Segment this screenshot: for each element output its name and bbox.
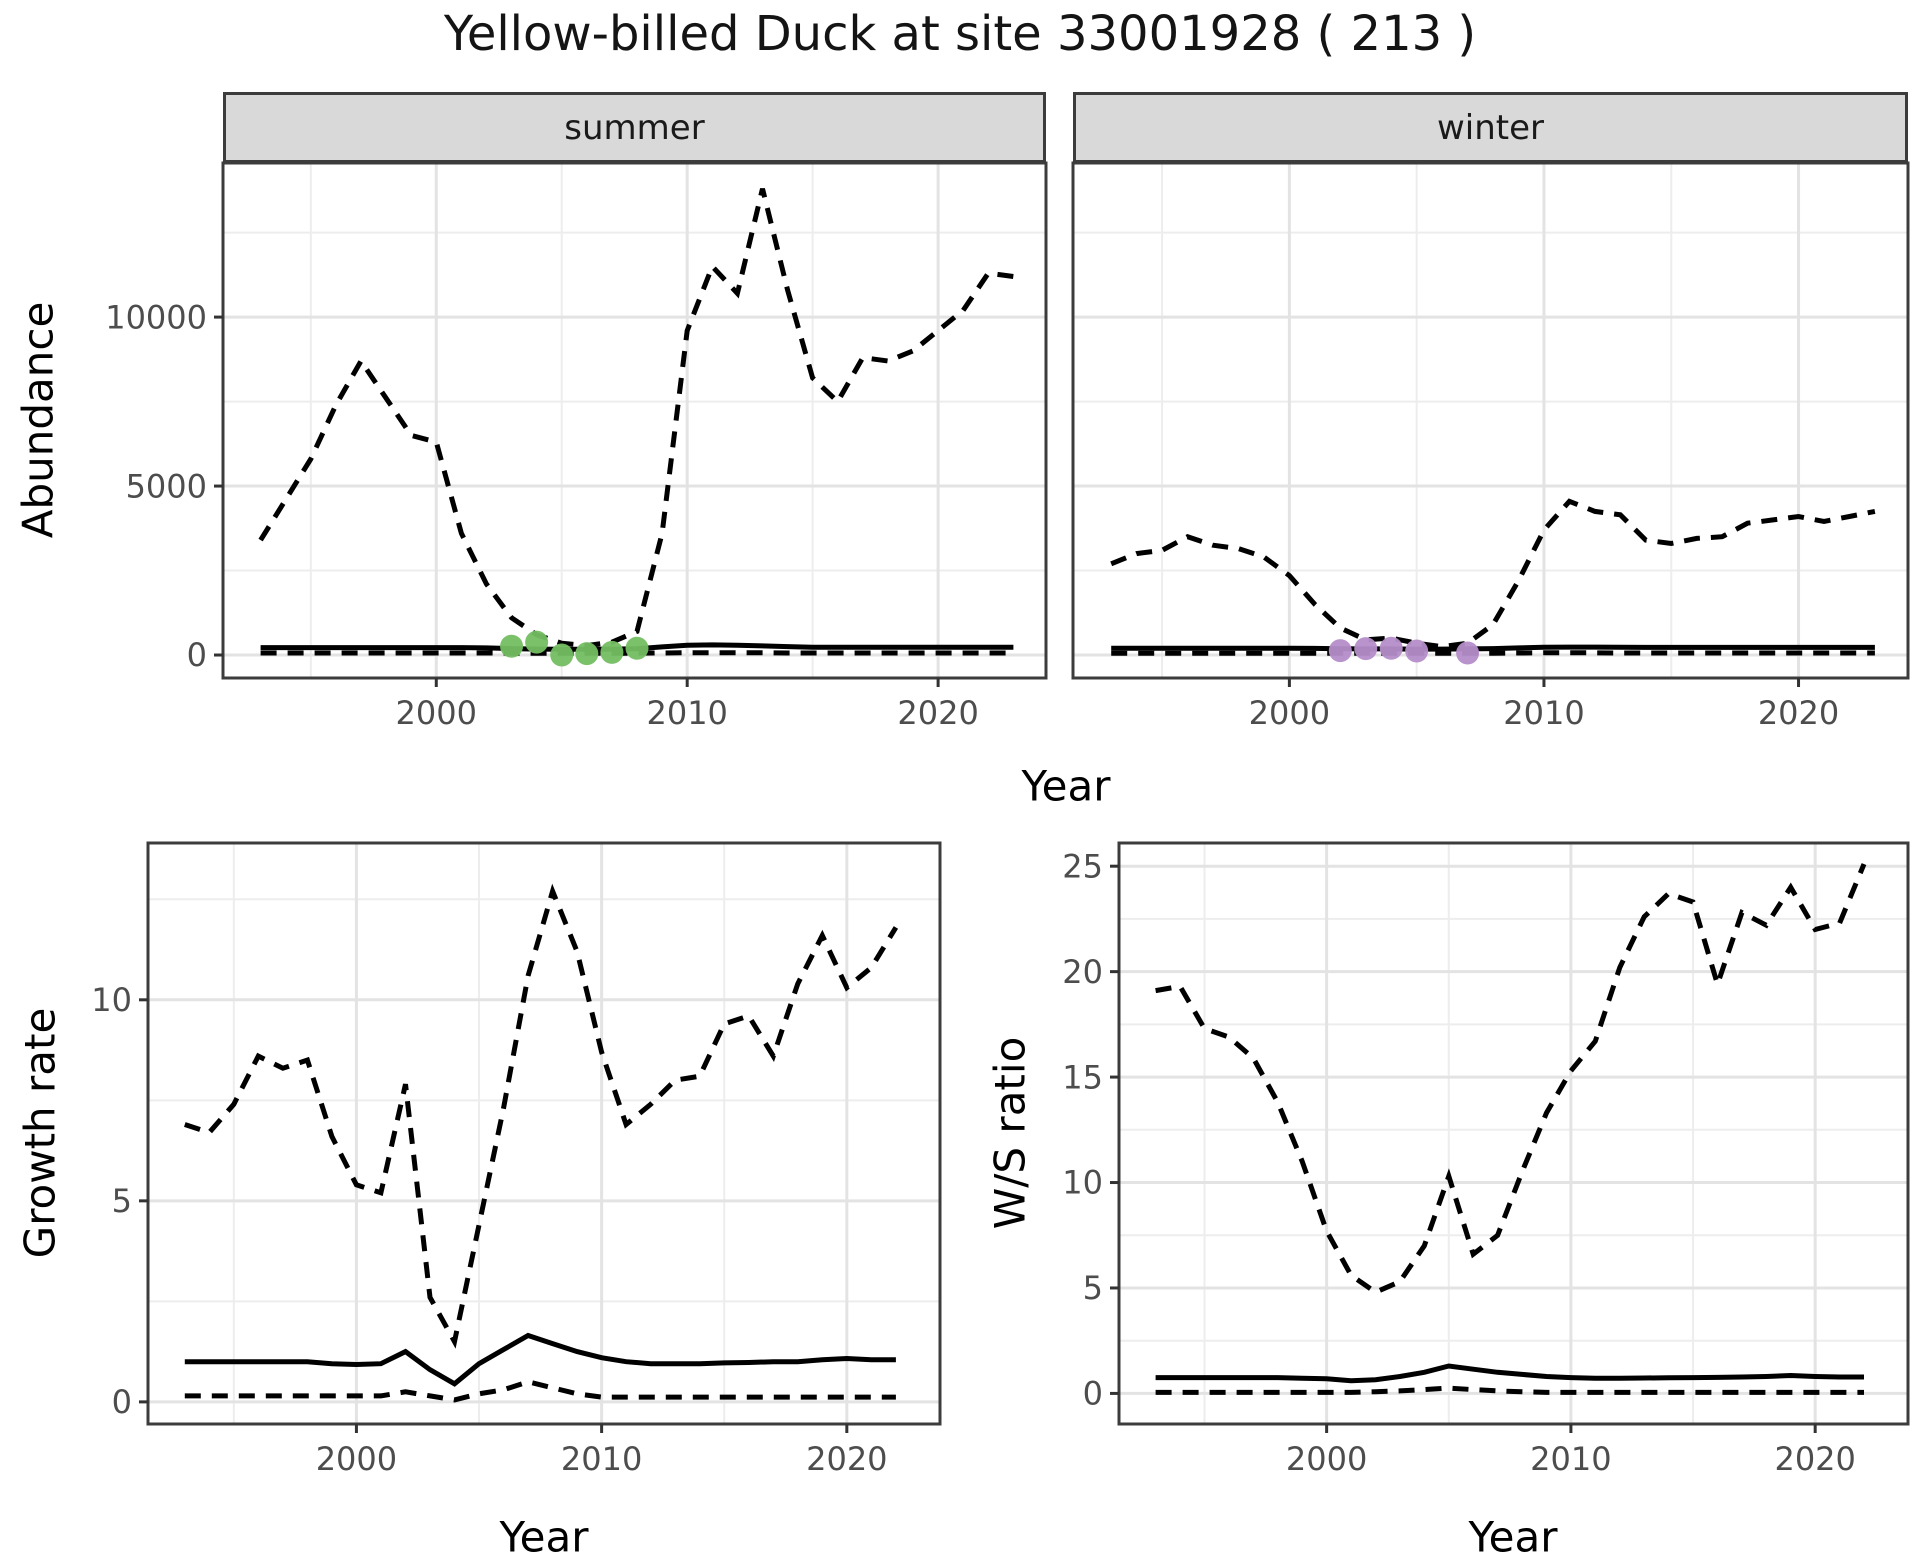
x-tick-label: 2020 bbox=[1774, 1440, 1855, 1478]
y-tick-label: 20 bbox=[1062, 953, 1103, 991]
abundance_summer-observed-point bbox=[575, 642, 599, 666]
y-tick-label: 0 bbox=[112, 1383, 132, 1421]
x-tick-label: 2020 bbox=[897, 694, 978, 732]
abundance_winter-panel-border bbox=[1071, 161, 1910, 680]
abundance_winter-observed-point bbox=[1405, 639, 1429, 663]
abundance_summer-observed-point bbox=[600, 640, 624, 664]
facet-strip-summer-label: summer bbox=[564, 107, 705, 148]
facet-strip-summer: summer bbox=[223, 92, 1046, 163]
abundance_winter-panel-background bbox=[1073, 163, 1908, 678]
abundance_winter-observed-point bbox=[1379, 636, 1403, 660]
x-tick-label: 2000 bbox=[396, 694, 477, 732]
ws_ratio-panel: 2000 2010 2020 0 5 10 15 20 25 bbox=[1062, 841, 1910, 1478]
ws_ratio-panel-background bbox=[1119, 843, 1908, 1424]
x-axis-title-year-growth: Year bbox=[499, 1512, 589, 1560]
y-axis-title-abundance: Abundance bbox=[13, 301, 63, 539]
growth_rate-panel: 2000 2010 2020 0 5 10 bbox=[91, 841, 942, 1478]
y-tick-label: 5000 bbox=[126, 467, 207, 505]
abundance_summer-observed-point bbox=[550, 643, 574, 667]
abundance_summer-panel-border bbox=[221, 161, 1048, 680]
x-tick-label: 2010 bbox=[646, 694, 727, 732]
x-tick-label: 2010 bbox=[1530, 1440, 1611, 1478]
y-tick-label: 10 bbox=[91, 981, 132, 1019]
y-tick-label: 5 bbox=[1083, 1269, 1103, 1307]
abundance_summer-upper_95CI-line bbox=[258, 188, 1014, 649]
x-tick-label: 2000 bbox=[1249, 694, 1330, 732]
abundance_winter-panel: 2000 2010 2020 bbox=[1071, 161, 1910, 732]
ws_ratio-lower_95CI-line bbox=[1155, 1385, 1864, 1395]
abundance_summer-panel-background bbox=[223, 163, 1046, 678]
abundance_winter-lower_95CI-line bbox=[1111, 650, 1875, 656]
abundance_winter-observed-point bbox=[1456, 641, 1480, 665]
x-tick-label: 2010 bbox=[561, 1440, 642, 1478]
y-axis-title-growth-rate: Growth rate bbox=[15, 1007, 65, 1259]
growth_rate-upper_95CI-line bbox=[184, 883, 899, 1349]
x-tick-label: 2010 bbox=[1503, 694, 1584, 732]
abundance_winter-median-line bbox=[1111, 644, 1875, 652]
growth_rate-median-line bbox=[184, 1332, 896, 1387]
ws_ratio-upper_95CI-line bbox=[1155, 863, 1867, 1296]
ws_ratio-panel-border bbox=[1117, 841, 1910, 1426]
abundance_winter-upper_95CI-line bbox=[1110, 498, 1876, 650]
x-tick-label: 2020 bbox=[1758, 694, 1839, 732]
ws_ratio-median-line bbox=[1155, 1363, 1864, 1384]
abundance_summer-observed-point bbox=[625, 636, 649, 660]
abundance_summer-panel: 2000 2010 2020 0 5000 10000 bbox=[105, 161, 1048, 732]
abundance_winter-observed-point bbox=[1354, 637, 1378, 661]
x-tick-label: 2000 bbox=[1286, 1440, 1367, 1478]
x-tick-label: 2000 bbox=[316, 1440, 397, 1478]
abundance_summer-observed-point bbox=[500, 634, 524, 658]
x-tick-label: 2020 bbox=[806, 1440, 887, 1478]
growth_rate-panel-background bbox=[148, 843, 940, 1424]
y-tick-label: 10000 bbox=[105, 298, 207, 336]
y-tick-label: 0 bbox=[1083, 1375, 1103, 1413]
x-axis-title-year-top: Year bbox=[1021, 761, 1111, 811]
growth_rate-panel-border bbox=[146, 841, 942, 1426]
growth_rate-lower_95CI-line bbox=[184, 1379, 896, 1403]
facet-strip-winter-label: winter bbox=[1436, 107, 1545, 148]
abundance_summer-lower_95CI-line bbox=[260, 650, 1014, 656]
y-axis-title-ws-ratio: W/S ratio bbox=[985, 1036, 1035, 1230]
y-tick-label: 25 bbox=[1062, 847, 1103, 885]
abundance_summer-observed-point bbox=[525, 630, 549, 654]
x-axis-title-year-ws: Year bbox=[1468, 1512, 1558, 1560]
figure-title: Yellow-billed Duck at site 33001928 ( 21… bbox=[443, 6, 1477, 62]
y-tick-label: 0 bbox=[187, 636, 207, 674]
y-tick-label: 10 bbox=[1062, 1164, 1103, 1202]
y-tick-label: 15 bbox=[1062, 1058, 1103, 1096]
abundance_winter-observed-point bbox=[1328, 639, 1352, 663]
y-tick-label: 5 bbox=[112, 1182, 132, 1220]
facet-strip-winter: winter bbox=[1073, 92, 1908, 163]
